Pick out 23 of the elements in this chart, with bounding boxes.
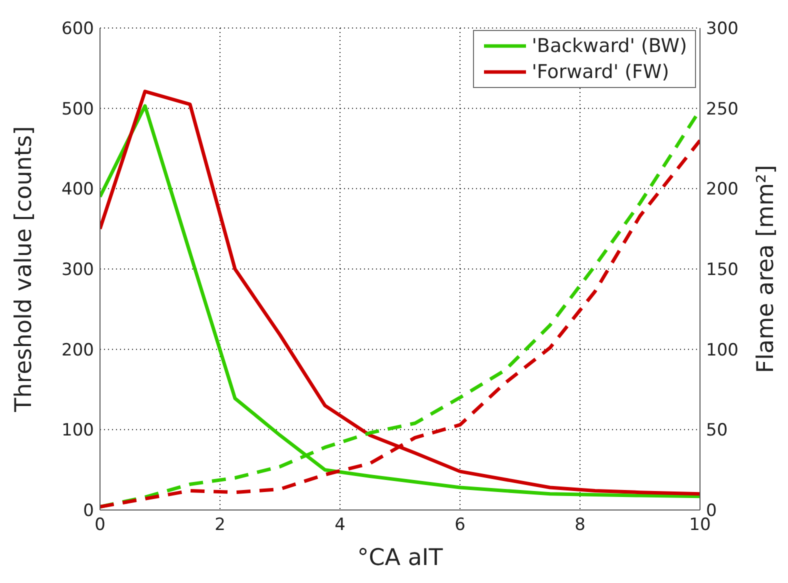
y-tick-label: 400 [62, 180, 94, 200]
y2-axis-title: Flame area [mm²] [753, 164, 780, 374]
legend-label: 'Backward' (BW) [532, 34, 687, 59]
y-axis-title: Threshold value [counts] [11, 126, 38, 413]
y-tick-label: 0 [83, 501, 94, 522]
y2-tick-label: 200 [706, 180, 738, 200]
x-tick-label: 4 [334, 515, 346, 536]
y2-tick-label: 300 [706, 19, 738, 40]
y-tick-label: 600 [62, 19, 94, 40]
x-axis-title: °CA aIT [357, 545, 444, 571]
y-tick-label: 500 [62, 99, 94, 120]
y-tick-label: 200 [62, 340, 94, 360]
y2-tick-label: 100 [706, 340, 738, 360]
x-tick-label: 10 [689, 515, 711, 536]
y-tick-label: 300 [62, 260, 94, 280]
y2-tick-label: 250 [706, 99, 738, 120]
legend-label: 'Forward' (FW) [532, 60, 670, 85]
x-tick-label: 6 [454, 515, 466, 536]
x-tick-label: 8 [574, 515, 586, 536]
y-tick-label: 100 [62, 420, 94, 441]
x-tick-label: 2 [214, 515, 226, 536]
y2-tick-label: 50 [706, 420, 728, 441]
y2-tick-label: 150 [706, 260, 738, 280]
